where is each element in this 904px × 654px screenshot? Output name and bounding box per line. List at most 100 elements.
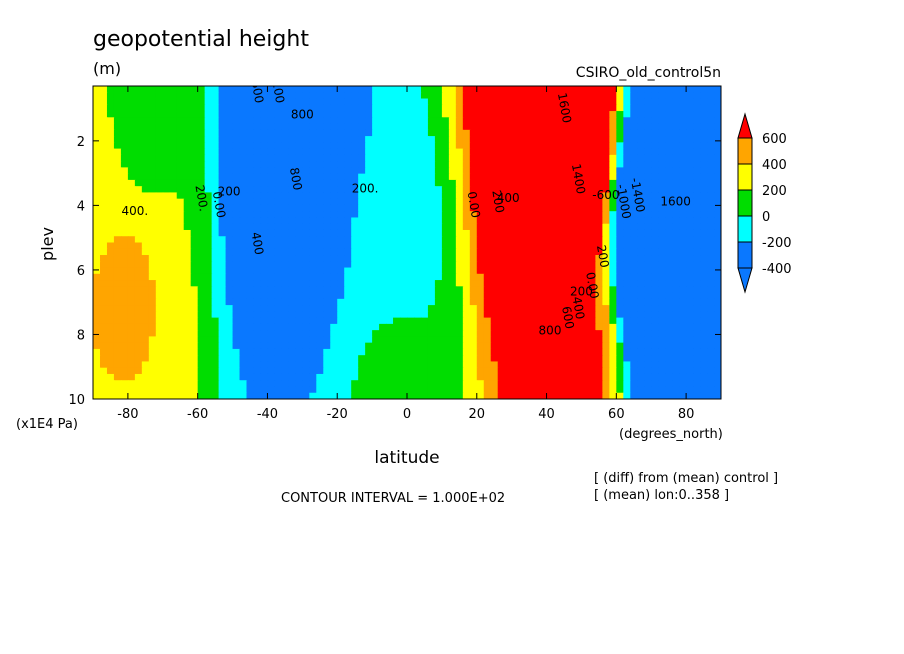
- field-cell: [302, 173, 310, 181]
- field-cell: [455, 173, 464, 181]
- field-cell: [218, 342, 227, 350]
- field-cell: [665, 167, 673, 175]
- field-cell: [239, 129, 248, 137]
- field-cell: [106, 142, 115, 150]
- field-cell: [427, 186, 436, 194]
- field-cell: [665, 92, 673, 100]
- field-cell: [309, 298, 317, 306]
- field-cell: [420, 204, 429, 212]
- field-cell: [707, 98, 715, 106]
- field-cell: [651, 367, 659, 375]
- field-cell: [176, 223, 185, 231]
- field-cell: [239, 148, 248, 156]
- field-cell: [532, 136, 541, 143]
- field-cell: [546, 142, 555, 150]
- field-cell: [434, 392, 443, 399]
- field-cell: [372, 373, 380, 381]
- field-cell: [455, 317, 464, 325]
- field-cell: [413, 204, 422, 212]
- field-cell: [483, 229, 492, 237]
- field-cell: [190, 167, 199, 175]
- field-cell: [560, 136, 569, 143]
- field-cell: [176, 298, 185, 306]
- field-cell: [595, 192, 603, 200]
- field-cell: [386, 248, 394, 256]
- field-cell: [211, 167, 220, 175]
- field-cell: [267, 330, 276, 337]
- field-cell: [413, 123, 422, 131]
- field-cell: [148, 117, 157, 125]
- field-cell: [407, 323, 415, 331]
- field-cell: [225, 117, 234, 125]
- field-cell: [427, 336, 436, 344]
- field-cell: [693, 348, 701, 356]
- field-cell: [155, 198, 164, 206]
- field-cell: [693, 286, 701, 294]
- field-cell: [616, 186, 624, 194]
- field-cell: [176, 386, 185, 394]
- field-cell: [462, 198, 471, 206]
- field-cell: [434, 154, 443, 162]
- field-cell: [448, 223, 457, 231]
- field-cell: [644, 104, 652, 112]
- field-cell: [532, 311, 541, 319]
- field-cell: [148, 229, 157, 237]
- field-cell: [700, 367, 708, 375]
- field-cell: [714, 104, 721, 112]
- field-cell: [337, 292, 345, 300]
- field-cell: [434, 129, 443, 137]
- field-cell: [330, 136, 338, 143]
- field-cell: [400, 98, 408, 106]
- field-cell: [462, 129, 471, 137]
- field-cell: [239, 311, 248, 319]
- field-cell: [239, 292, 248, 300]
- field-cell: [218, 361, 227, 369]
- field-cell: [504, 117, 513, 125]
- field-cell: [99, 355, 108, 363]
- field-cell: [693, 148, 701, 156]
- note-mean: [ (mean) lon:0..358 ]: [594, 488, 729, 503]
- field-cell: [469, 186, 478, 194]
- field-cell: [448, 154, 457, 162]
- field-cell: [113, 255, 122, 262]
- field-cell: [106, 198, 115, 206]
- field-cell: [337, 204, 345, 212]
- field-cell: [246, 104, 255, 112]
- field-cell: [232, 286, 241, 294]
- contour-label: 0.00: [583, 271, 601, 300]
- field-cell: [616, 323, 624, 331]
- field-cell: [260, 361, 269, 369]
- field-cell: [393, 311, 401, 319]
- field-cell: [448, 317, 457, 325]
- field-cell: [560, 280, 569, 287]
- field-cell: [581, 223, 590, 231]
- field-cell: [532, 386, 541, 394]
- field-cell: [665, 355, 673, 363]
- field-cell: [707, 192, 715, 200]
- field-cell: [609, 136, 617, 143]
- field-cell: [393, 98, 401, 106]
- field-cell: [407, 211, 415, 219]
- field-cell: [441, 179, 450, 187]
- field-cell: [441, 273, 450, 281]
- field-cell: [462, 186, 471, 194]
- field-cell: [651, 361, 659, 369]
- field-cell: [609, 386, 617, 394]
- field-cell: [386, 142, 394, 150]
- field-cell: [448, 273, 457, 281]
- field-cell: [427, 255, 436, 262]
- field-cell: [400, 167, 408, 175]
- field-cell: [288, 167, 296, 175]
- field-cell: [490, 380, 499, 388]
- field-cell: [365, 373, 373, 381]
- field-cell: [497, 392, 506, 399]
- field-cell: [623, 336, 631, 344]
- field-cell: [525, 323, 534, 331]
- field-cell: [99, 104, 108, 112]
- field-cell: [204, 186, 213, 194]
- field-cell: [211, 298, 220, 306]
- field-cell: [441, 111, 450, 118]
- field-cell: [169, 392, 178, 399]
- field-cell: [490, 186, 499, 194]
- field-cell: [407, 98, 415, 106]
